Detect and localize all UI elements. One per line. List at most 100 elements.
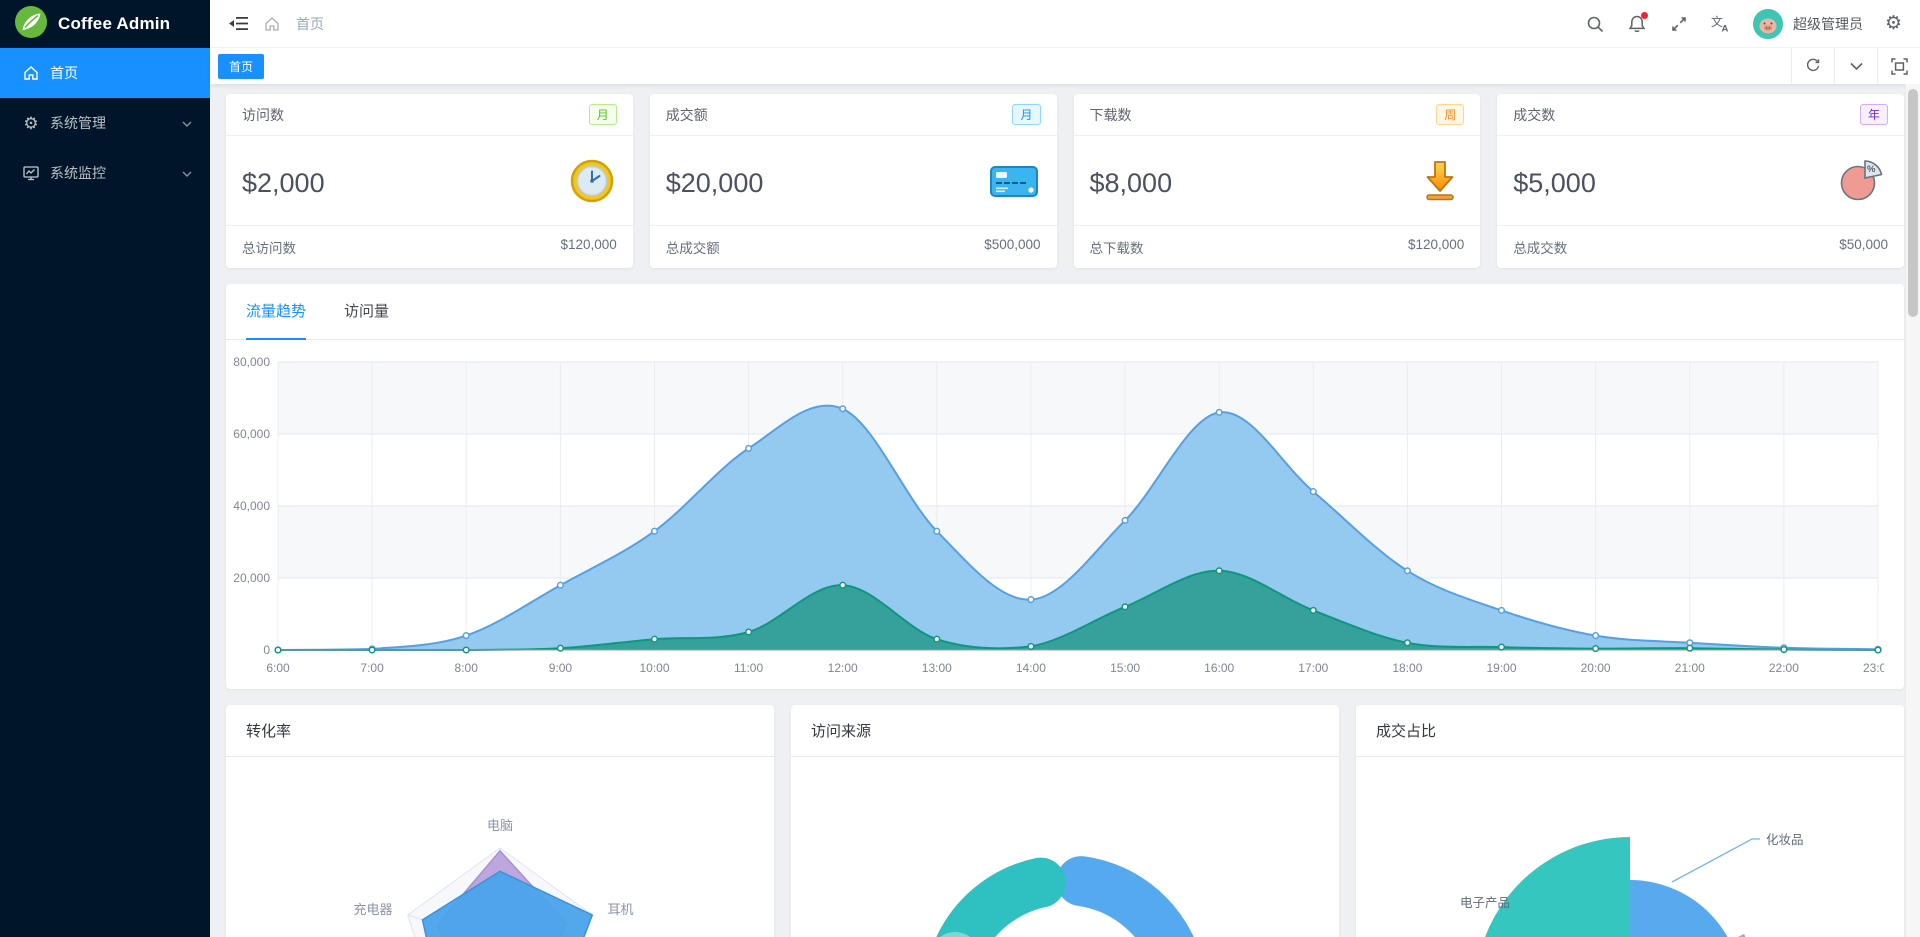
- svg-text:7:00: 7:00: [360, 661, 384, 675]
- tab-traffic-trend[interactable]: 流量趋势: [246, 284, 307, 340]
- stat-title: 下载数: [1089, 106, 1132, 123]
- scrollbar-thumb[interactable]: [1908, 89, 1918, 317]
- stat-card-downloads: 下载数 周 $8,000: [1073, 94, 1481, 268]
- notification-dot: [1640, 11, 1648, 19]
- breadcrumb-home[interactable]: 首页: [296, 15, 324, 32]
- conversion-card: 转化率 电脑 耳机 充电器: [226, 705, 774, 937]
- sidebar-menu: 首页 ⚙ 系统管理 系统监控: [0, 48, 210, 198]
- home-icon: [22, 64, 40, 82]
- stat-footer-label: 总下载数: [1089, 241, 1144, 256]
- deal-share-card: 成交占比 电子产品 化妆品: [1356, 705, 1904, 937]
- page-content: 访问数 月 $2,000: [210, 84, 1920, 937]
- download-icon: [1418, 158, 1462, 209]
- svg-text:15:00: 15:00: [1110, 661, 1140, 675]
- app-title: Coffee Admin: [58, 14, 171, 33]
- menu-fold-icon[interactable]: [228, 14, 248, 34]
- stat-footer-value: $120,000: [560, 237, 617, 252]
- stat-value: $5,000: [1513, 168, 1596, 198]
- monitor-icon: [22, 164, 40, 182]
- svg-text:20:00: 20:00: [1581, 661, 1611, 675]
- refresh-icon[interactable]: [1791, 48, 1834, 84]
- svg-text:17:00: 17:00: [1298, 661, 1328, 675]
- breadcrumb: 首页: [228, 14, 324, 34]
- app-logo: Coffee Admin: [0, 0, 210, 48]
- svg-text:电子产品: 电子产品: [1460, 896, 1510, 910]
- stat-value: $8,000: [1089, 168, 1173, 198]
- search-icon[interactable]: [1585, 14, 1605, 34]
- stat-title: 成交额: [665, 106, 708, 123]
- fullscreen-icon[interactable]: [1669, 14, 1689, 34]
- stat-footer-label: 总访问数: [242, 241, 296, 256]
- stat-footer-label: 总成交数: [1513, 241, 1568, 256]
- stat-value: $20,000: [665, 168, 764, 198]
- tab-home[interactable]: 首页: [218, 53, 265, 79]
- stat-card-row: 访问数 月 $2,000: [226, 94, 1904, 268]
- stat-value: $2,000: [242, 168, 325, 198]
- sidebar-item-system-admin[interactable]: ⚙ 系统管理: [0, 98, 210, 148]
- svg-text:23:00: 23:00: [1863, 661, 1884, 675]
- period-tag: 月: [1012, 104, 1041, 125]
- svg-text:80,000: 80,000: [233, 355, 270, 369]
- leaf-logo-icon: [14, 5, 48, 44]
- card-title: 转化率: [226, 705, 774, 757]
- user-name[interactable]: 超级管理员: [1792, 15, 1863, 32]
- pie-icon: %: [1838, 158, 1886, 209]
- svg-text:13:00: 13:00: [922, 661, 952, 675]
- topbar: 首页: [210, 0, 1920, 48]
- svg-text:%: %: [1867, 164, 1876, 175]
- translate-icon[interactable]: 文 A: [1711, 14, 1731, 34]
- svg-text:20,000: 20,000: [233, 571, 270, 585]
- card-title: 成交占比: [1356, 705, 1904, 757]
- svg-text:0: 0: [263, 643, 270, 657]
- svg-text:14:00: 14:00: [1016, 661, 1046, 675]
- svg-text:16:00: 16:00: [1204, 661, 1234, 675]
- period-tag: 周: [1436, 104, 1465, 125]
- tab-visit-volume[interactable]: 访问量: [344, 303, 390, 320]
- traffic-trend-card: 流量趋势 访问量 0 20,000 40,000 60,000 80,000 6:00 7:…: [226, 284, 1904, 689]
- svg-text:6:00: 6:00: [266, 661, 290, 675]
- stat-title: 访问数: [242, 106, 284, 123]
- credit-card-icon: [989, 161, 1039, 206]
- breadcrumb-home-icon[interactable]: [262, 14, 282, 34]
- visit-source-donut-chart: [936, 856, 1194, 937]
- sidebar-item-label: 首页: [50, 65, 78, 81]
- avatar[interactable]: [1752, 8, 1783, 39]
- svg-text:19:00: 19:00: [1486, 661, 1516, 675]
- svg-text:10:00: 10:00: [639, 661, 669, 675]
- trend-tabs: 流量趋势 访问量: [226, 284, 1904, 340]
- settings-gear-icon[interactable]: ⚙: [1884, 13, 1902, 34]
- sidebar-item-home[interactable]: 首页: [0, 48, 210, 98]
- stat-card-visits: 访问数 月 $2,000: [226, 94, 633, 268]
- stat-footer-value: $120,000: [1407, 237, 1465, 252]
- bell-icon[interactable]: [1627, 11, 1648, 34]
- topbar-actions: 文 A 超级管理员 ⚙: [1585, 8, 1902, 39]
- window-scrollbar: [1905, 84, 1920, 937]
- svg-text:文: 文: [1711, 15, 1723, 29]
- card-title: 访问来源: [791, 705, 1339, 757]
- stat-card-turnover: 成交额 月 $20,000: [649, 94, 1057, 268]
- svg-text:12:00: 12:00: [828, 661, 858, 675]
- bottom-card-row: 转化率 电脑 耳机 充电器 访问来源 成交占比 电子产品 化妆品: [226, 705, 1904, 937]
- svg-text:22:00: 22:00: [1769, 661, 1799, 675]
- sidebar-item-label: 系统监控: [50, 165, 106, 181]
- maximize-icon[interactable]: [1877, 48, 1920, 84]
- sidebar: Coffee Admin 首页 ⚙ 系统管理: [0, 0, 210, 937]
- svg-text:充电器: 充电器: [353, 902, 392, 917]
- sidebar-item-system-monitor[interactable]: 系统监控: [0, 148, 210, 198]
- svg-text:21:00: 21:00: [1675, 661, 1705, 675]
- deal-share-pie-chart: 电子产品 化妆品: [1460, 833, 1804, 937]
- svg-text:A: A: [1721, 24, 1728, 33]
- svg-text:电脑: 电脑: [487, 818, 513, 833]
- main-area: 首页: [210, 0, 1920, 937]
- svg-text:18:00: 18:00: [1392, 661, 1422, 675]
- chevron-down-icon: [182, 115, 192, 131]
- svg-text:11:00: 11:00: [734, 661, 763, 675]
- stat-footer-value: $500,000: [984, 237, 1041, 252]
- chevron-down-icon[interactable]: [1834, 48, 1877, 84]
- stat-card-deals: 成交数 年 $5,000 %: [1497, 94, 1904, 268]
- stat-footer-label: 总成交额: [665, 241, 720, 256]
- svg-text:60,000: 60,000: [233, 427, 270, 441]
- traffic-area-chart: 0 20,000 40,000 60,000 80,000 6:00 7:00 8:00 9:0…: [233, 355, 1893, 675]
- period-tag: 月: [588, 104, 617, 125]
